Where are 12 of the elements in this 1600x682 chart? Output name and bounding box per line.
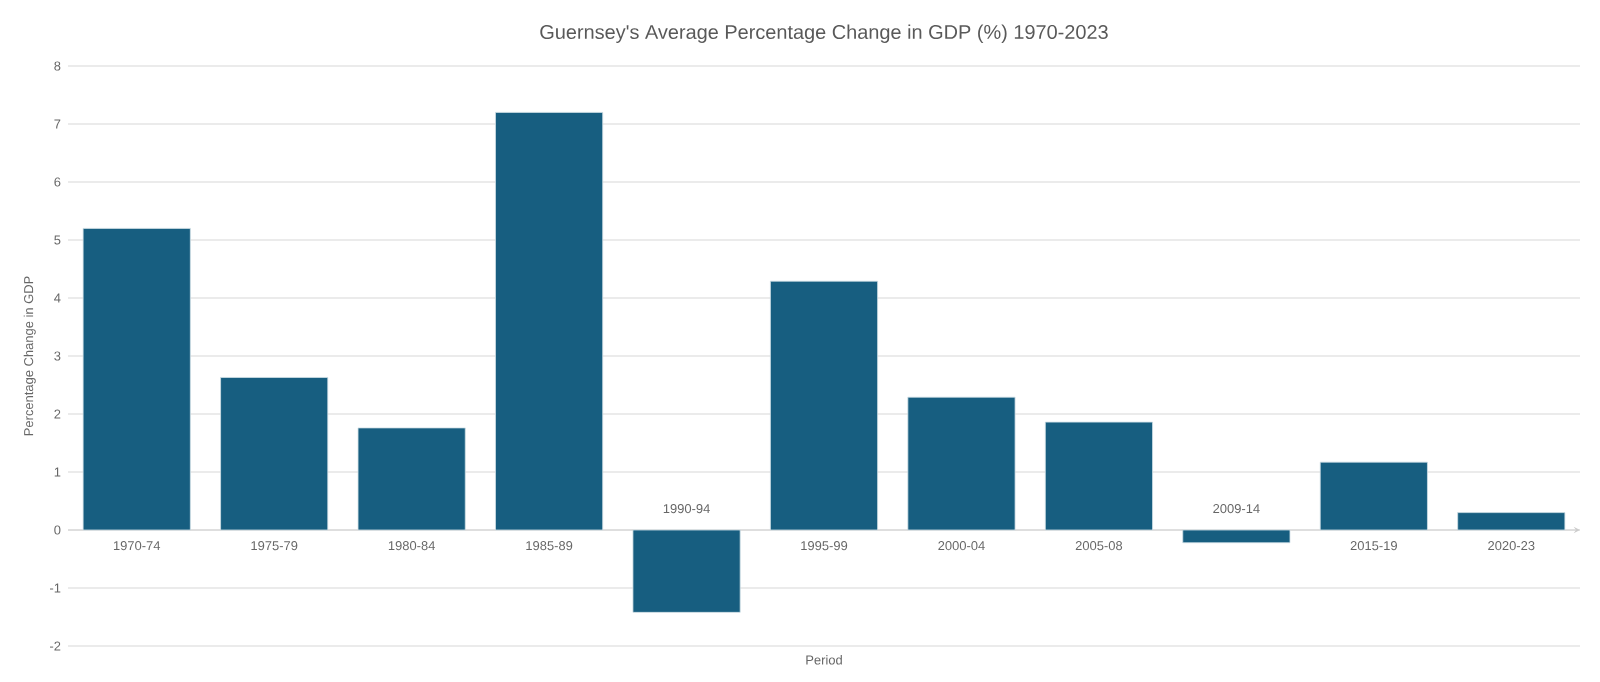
bar: [1319, 461, 1428, 531]
bar: [220, 377, 329, 531]
bar: [357, 427, 466, 531]
bar: [632, 529, 741, 613]
chart-title: Guernsey's Average Percentage Change in GDP (%) 1970-2023: [540, 24, 1108, 43]
bar: [495, 111, 604, 531]
bar: [82, 227, 191, 531]
bar: [1044, 421, 1153, 531]
bar: [907, 396, 1016, 531]
bar: [1457, 512, 1566, 531]
bar: [1182, 529, 1291, 544]
bar: [770, 280, 879, 531]
